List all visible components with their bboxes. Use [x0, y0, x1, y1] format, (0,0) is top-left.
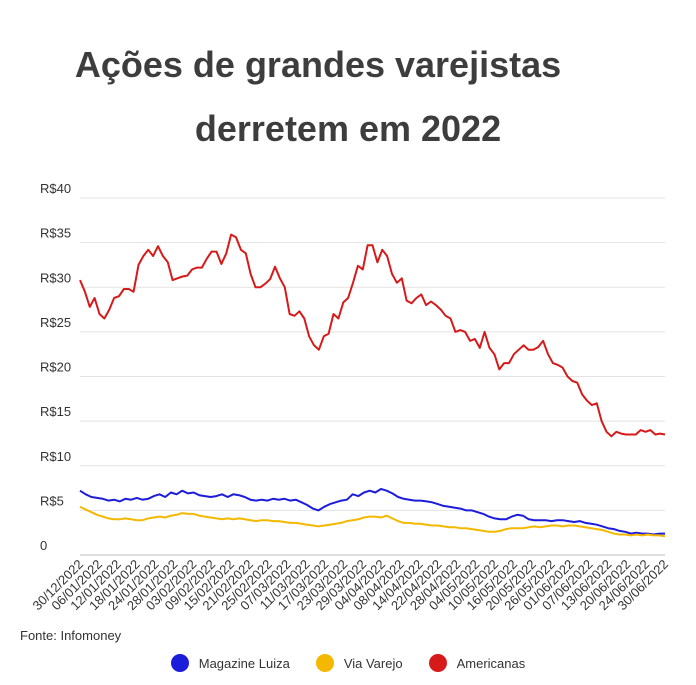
chart-title-line-1: Ações de grandes varejistas — [74, 44, 562, 85]
y-tick-label: R$5 — [40, 493, 64, 508]
legend-marker-via-varejo — [315, 654, 334, 672]
y-tick-label: R$10 — [40, 449, 71, 464]
y-tick-label: R$15 — [40, 404, 71, 419]
chart-title-line-2: derretem em 2022 — [194, 108, 502, 149]
legend-label-magazine-luiza: Magazine Luiza — [198, 655, 290, 671]
x-axis-labels: 30/12/202206/01/202212/01/202218/01/2022… — [29, 557, 671, 614]
y-tick-label: R$30 — [40, 270, 71, 285]
y-tick-label: R$40 — [40, 181, 71, 196]
legend-item-via-varejo[interactable]: Via Varejo — [315, 654, 403, 672]
y-tick-label: 0 — [40, 538, 47, 553]
y-tick-label: R$20 — [40, 360, 71, 375]
legend-item-americanas[interactable]: Americanas — [428, 654, 526, 672]
legend-item-magazine-luiza[interactable]: Magazine Luiza — [170, 654, 290, 672]
legend: Magazine Luiza Via Varejo Americanas — [0, 654, 696, 672]
grid-lines — [80, 197, 665, 556]
legend-label-via-varejo: Via Varejo — [343, 655, 403, 671]
y-tick-label: R$25 — [40, 315, 71, 330]
y-tick-label: R$35 — [40, 226, 71, 241]
y-axis-labels: 0 R$5 R$10 R$15 R$20 R$25 R$30 R$35 R$40 — [40, 181, 71, 553]
series-line-magazine-luiza — [79, 488, 665, 536]
source-note: Fonte: Infomoney — [20, 628, 122, 643]
legend-marker-magazine-luiza — [170, 654, 189, 672]
series-lines — [79, 233, 666, 538]
legend-label-americanas: Americanas — [456, 655, 526, 671]
legend-marker-americanas — [428, 654, 447, 672]
series-line-via-varejo — [79, 505, 666, 538]
series-line-americanas — [79, 233, 666, 438]
